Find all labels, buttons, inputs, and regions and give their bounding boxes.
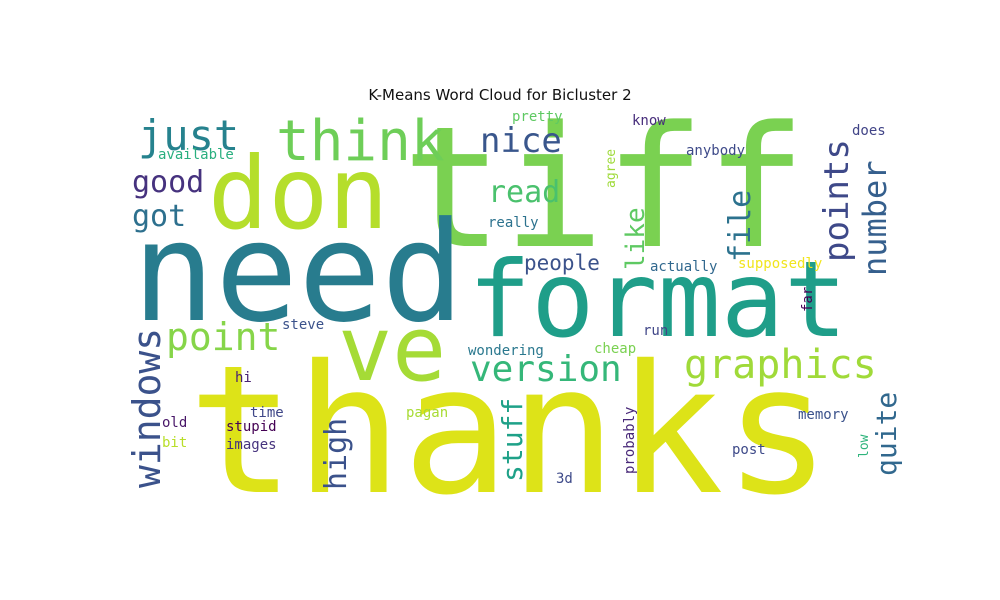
word-people: people (524, 251, 600, 275)
word-time: time (250, 405, 284, 421)
word-far: far (800, 287, 816, 312)
word-windows: windows (125, 328, 169, 488)
word-point: point (166, 315, 280, 359)
word-probably: probably (622, 407, 638, 474)
word-really: really (488, 215, 539, 231)
word-got: got (132, 199, 186, 234)
word-high: high (319, 418, 354, 490)
word-3d: 3d (556, 471, 573, 487)
word-old: old (162, 415, 187, 431)
word-pagan: pagan (406, 405, 448, 421)
word-read: read (488, 175, 560, 210)
word-points: points (817, 139, 857, 262)
word-memory: memory (798, 407, 849, 423)
word-version: version (470, 349, 622, 390)
page-title: K-Means Word Cloud for Bicluster 2 (368, 86, 632, 104)
word-agree: agree (604, 149, 619, 188)
word-actually: actually (650, 259, 717, 275)
word-low: low (857, 434, 872, 458)
word-like: like (621, 207, 651, 270)
word-cheap: cheap (594, 341, 636, 357)
word-bit: bit (162, 435, 187, 451)
word-wondering: wondering (468, 343, 544, 359)
word-images: images (226, 437, 277, 453)
word-know: know (632, 113, 666, 129)
word-nice: nice (480, 121, 562, 161)
word-ve: ve (338, 297, 446, 402)
word-stuff: stuff (496, 398, 529, 482)
word-need: need (132, 192, 464, 353)
word-format: format (468, 239, 847, 361)
word-quite: quite (870, 392, 903, 476)
word-steve: steve (282, 317, 324, 333)
word-don: don (208, 135, 389, 252)
word-stupid: stupid (226, 419, 277, 435)
word-good: good (132, 165, 204, 200)
word-pretty: pretty (512, 109, 563, 125)
word-think: think (276, 109, 445, 174)
word-does: does (852, 123, 886, 139)
word-run: run (643, 323, 668, 339)
word-hi: hi (235, 370, 252, 386)
word-file: file (723, 190, 758, 262)
word-post: post (732, 442, 766, 458)
word-graphics: graphics (684, 342, 877, 388)
word-anybody: anybody (686, 143, 745, 159)
word-available: available (158, 147, 234, 163)
word-thanks: thanks (188, 327, 831, 534)
word-just: just (138, 111, 239, 160)
word-tiff: tiff (402, 90, 807, 286)
word-number: number (856, 160, 894, 276)
word-supposedly: supposedly (738, 256, 822, 272)
